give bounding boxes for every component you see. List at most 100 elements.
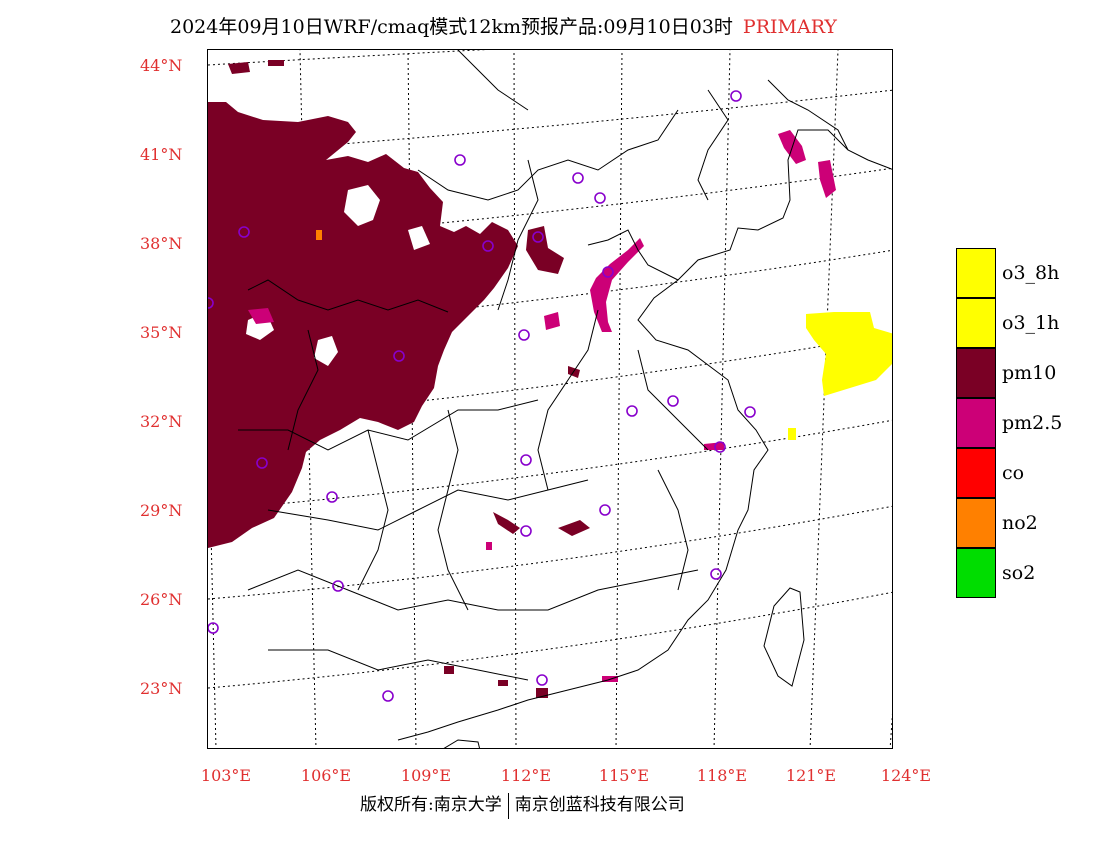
- o3-region: [788, 312, 892, 440]
- station-marker: [482, 240, 494, 252]
- legend-item-pm10: pm10: [956, 348, 1076, 398]
- province-border-16: [457, 50, 529, 111]
- lon-label-124: 124°E: [880, 766, 932, 785]
- map-title: 2024年09月10日WRF/cmaq模式12km预报产品:09月10日03时 P…: [170, 12, 837, 39]
- province-border-9: [637, 349, 709, 451]
- legend-item-so2: so2: [956, 548, 1076, 598]
- legend-label-so2: so2: [1002, 562, 1036, 584]
- pm25-zhejiang: [704, 442, 724, 450]
- meridian-115: [615, 50, 623, 748]
- pm10-region: [208, 60, 590, 698]
- province-border-2: [238, 399, 539, 451]
- legend-label-o3-8h: o3_8h: [1002, 262, 1060, 284]
- meridian-112: [513, 50, 517, 748]
- station-marker: [326, 491, 338, 503]
- meridian-124: [889, 713, 892, 748]
- meridian-121: [809, 50, 839, 748]
- station-marker: [520, 525, 532, 537]
- lat-label-32: 32°N: [140, 412, 183, 431]
- province-border-12: [357, 429, 389, 591]
- lon-label-115: 115°E: [598, 766, 650, 785]
- lat-label-29: 29°N: [140, 501, 183, 520]
- legend-item-o3-8h: o3_8h: [956, 248, 1076, 298]
- province-border-11: [437, 409, 469, 611]
- legend-swatch-pm25: [956, 398, 996, 448]
- pm10-patch-south-2: [536, 688, 548, 698]
- station-markers: [208, 90, 756, 702]
- province-border-7: [497, 159, 539, 311]
- lon-label-109: 109°E: [400, 766, 452, 785]
- map-canvas: [208, 50, 892, 748]
- lon-label-103: 103°E: [200, 766, 252, 785]
- company-text: 南京创蓝科技有限公司: [514, 795, 685, 815]
- pm10-gap-2: [314, 336, 338, 366]
- lat-label-26: 26°N: [140, 590, 183, 609]
- title-text: 2024年09月10日WRF/cmaq模式12km预报产品:09月10日03时: [170, 16, 733, 38]
- lat-label-44: 44°N: [140, 56, 183, 75]
- province-border-5: [268, 649, 529, 681]
- forecast-map[interactable]: [207, 49, 893, 749]
- copyright-footer: 版权所有:南京大学 南京创蓝科技有限公司: [360, 790, 685, 819]
- pm10-gap-4: [408, 226, 430, 250]
- station-marker: [208, 297, 214, 309]
- pm10-patch-northwest: [268, 60, 284, 66]
- parallel-35: [208, 249, 892, 333]
- copyright-text: 版权所有:南京大学: [360, 795, 502, 815]
- station-marker: [532, 231, 544, 243]
- coastline-east: [397, 129, 892, 741]
- lat-label-41: 41°N: [140, 145, 183, 164]
- province-border-8: [537, 309, 599, 491]
- pm10-patch-east: [526, 226, 564, 274]
- o3-shanghai-patch: [788, 428, 796, 440]
- province-border-13: [287, 329, 319, 451]
- station-marker: [238, 226, 250, 238]
- legend-swatch-o3-1h: [956, 298, 996, 348]
- pm25-hunan: [486, 542, 492, 550]
- pollutant-legend: o3_8h o3_1h pm10 pm2.5 co no2 so2: [956, 248, 1076, 598]
- province-border-1: [247, 279, 449, 313]
- legend-swatch-so2: [956, 548, 996, 598]
- parallel-44: [208, 50, 487, 66]
- boundaries: [238, 50, 892, 748]
- legend-label-pm10: pm10: [1002, 362, 1057, 384]
- meridian-118: [713, 50, 731, 748]
- pm10-main-area: [208, 102, 518, 548]
- pm25-liaoning-2: [818, 160, 836, 198]
- pm10-patch-south-3: [498, 680, 508, 686]
- pm10-patch-south-1: [444, 666, 454, 674]
- taiwan-outline: [763, 587, 805, 687]
- province-border-10: [657, 469, 689, 591]
- pm10-patch-north: [228, 62, 250, 74]
- hainan-outline: [443, 739, 481, 748]
- province-border-3: [267, 479, 589, 531]
- primary-tag: PRIMARY: [742, 16, 837, 38]
- legend-swatch-no2: [956, 498, 996, 548]
- lat-label-38: 38°N: [140, 234, 183, 253]
- province-border-15: [697, 89, 729, 201]
- coastline-bohai: [587, 229, 679, 281]
- station-marker: [332, 580, 344, 592]
- legend-item-pm25: pm2.5: [956, 398, 1076, 448]
- legend-item-co: co: [956, 448, 1076, 498]
- station-marker: [744, 406, 756, 418]
- station-marker: [536, 674, 548, 686]
- station-marker: [594, 192, 606, 204]
- legend-item-o3-1h: o3_1h: [956, 298, 1076, 348]
- legend-label-co: co: [1002, 462, 1025, 484]
- o3-yellow-sea-area: [806, 312, 892, 396]
- lat-label-35: 35°N: [140, 323, 183, 342]
- station-marker: [454, 154, 466, 166]
- legend-swatch-pm10: [956, 348, 996, 398]
- pm25-henan: [544, 312, 560, 330]
- parallel-38: [208, 167, 892, 244]
- legend-label-no2: no2: [1002, 512, 1038, 534]
- lat-label-23: 23°N: [140, 679, 183, 698]
- station-marker: [602, 266, 614, 278]
- station-marker: [730, 90, 742, 102]
- lon-label-118: 118°E: [696, 766, 748, 785]
- province-border-6: [417, 109, 679, 201]
- station-marker: [393, 350, 405, 362]
- legend-label-pm25: pm2.5: [1002, 412, 1063, 434]
- legend-swatch-o3-8h: [956, 248, 996, 298]
- legend-item-no2: no2: [956, 498, 1076, 548]
